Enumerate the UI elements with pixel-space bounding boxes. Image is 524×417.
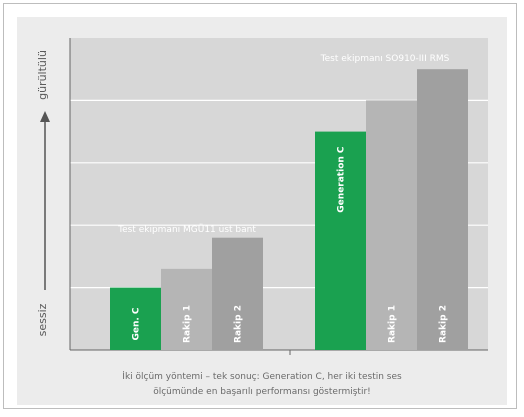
bar [212, 237, 263, 350]
group-label: Test ekipmanı SO910-III RMS [320, 54, 450, 64]
y-arrow-head [40, 111, 50, 122]
bar-label: Rakip 1 [388, 305, 398, 343]
bar [110, 287, 161, 350]
group-label: Test ekipmanı MGÜ11 üst bant [117, 224, 256, 235]
bar [366, 100, 417, 351]
caption-line-2: ölçümünde en başarılı performansı göster… [153, 387, 371, 397]
bar-label: Gen. C [132, 307, 142, 340]
bar-label: Rakip 2 [234, 305, 244, 343]
bar-label: Generation C [337, 146, 347, 213]
bar-label: Rakip 2 [439, 305, 449, 343]
chart-caption: İki ölçüm yöntemi – tek sonuç: Generatio… [40, 370, 484, 400]
bar [417, 69, 468, 350]
bar [315, 131, 366, 350]
y-label-top: gürültülü [36, 50, 49, 100]
y-label-bottom: sessiz [36, 303, 49, 336]
caption-line-1: İki ölçüm yöntemi – tek sonuç: Generatio… [122, 372, 402, 382]
bar-label: Rakip 1 [183, 305, 193, 343]
bar [161, 268, 212, 350]
